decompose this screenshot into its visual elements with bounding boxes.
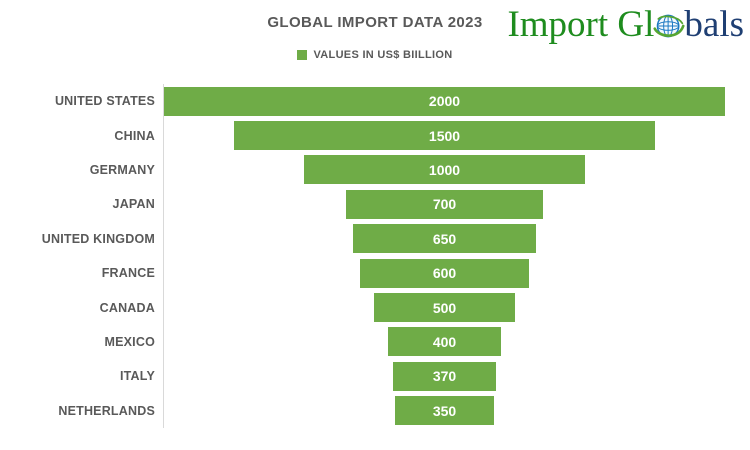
plot-area: 650: [163, 221, 725, 256]
funnel-bar: 650: [353, 224, 536, 254]
plot-area: 350: [163, 393, 725, 428]
funnel-bar: 350: [395, 396, 494, 426]
category-label: MEXICO: [104, 334, 155, 349]
funnel-row: UNITED KINGDOM 650: [0, 221, 750, 256]
bar-value-label: 370: [432, 368, 457, 385]
category-label: CANADA: [99, 300, 155, 315]
plot-area: 500: [163, 290, 725, 325]
logo-text-green: Import Gl: [507, 4, 655, 45]
category-label: ITALY: [119, 369, 155, 384]
category-label: JAPAN: [112, 197, 155, 212]
bar-value-label: 350: [432, 402, 457, 419]
legend-label: VALUES IN US$ BIILLION: [313, 49, 453, 61]
funnel-bar: 600: [360, 258, 529, 288]
plot-area: 400: [163, 324, 725, 360]
logo-text-blue: bals: [684, 4, 744, 45]
plot-area: 1500: [163, 118, 725, 153]
bar-value-label: 500: [432, 299, 457, 316]
globe-icon: [653, 14, 685, 37]
import-globals-logo: Import Gl bals: [507, 6, 744, 43]
funnel-bar: 400: [388, 327, 501, 357]
bar-value-label: 2000: [428, 93, 461, 110]
plot-area: 2000: [163, 84, 725, 119]
funnel-chart: UNITED STATES 2000 CHINA 1500 GERMANY 1000 JAP…: [0, 84, 750, 428]
plot-area: 370: [163, 359, 725, 394]
chart-legend: VALUES IN US$ BIILLION: [0, 49, 750, 61]
category-label: CHINA: [114, 128, 155, 143]
chart-title: GLOBAL IMPORT DATA 2023: [267, 14, 483, 31]
funnel-bar: 700: [346, 189, 543, 219]
funnel-bar: 500: [374, 293, 515, 323]
funnel-row: CANADA 500: [0, 290, 750, 325]
category-label: UNITED STATES: [54, 94, 155, 109]
funnel-row: ITALY 370: [0, 359, 750, 394]
funnel-bar: 2000: [164, 86, 725, 116]
funnel-row: MEXICO 400: [0, 324, 750, 360]
funnel-bar: 1000: [304, 155, 585, 185]
legend-marker-icon: [297, 50, 308, 60]
funnel-row: FRANCE 600: [0, 255, 750, 291]
bar-value-label: 700: [432, 196, 457, 213]
bar-value-label: 1500: [428, 127, 461, 144]
category-label: FRANCE: [101, 266, 155, 281]
funnel-row: UNITED STATES 2000: [0, 84, 750, 119]
funnel-row: CHINA 1500: [0, 118, 750, 153]
bar-value-label: 600: [432, 265, 457, 282]
category-label: GERMANY: [89, 162, 155, 177]
plot-area: 600: [163, 255, 725, 291]
funnel-bar: 1500: [234, 121, 655, 151]
bar-value-label: 1000: [428, 161, 461, 178]
bar-value-label: 400: [432, 333, 457, 350]
plot-area: 1000: [163, 152, 725, 188]
funnel-row: NETHERLANDS 350: [0, 393, 750, 428]
bar-value-label: 650: [432, 230, 457, 247]
funnel-bar: 370: [392, 361, 497, 391]
plot-area: 700: [163, 187, 725, 222]
funnel-row: JAPAN 700: [0, 187, 750, 222]
category-label: NETHERLANDS: [58, 403, 155, 418]
category-label: UNITED KINGDOM: [41, 231, 155, 246]
funnel-row: GERMANY 1000: [0, 152, 750, 188]
